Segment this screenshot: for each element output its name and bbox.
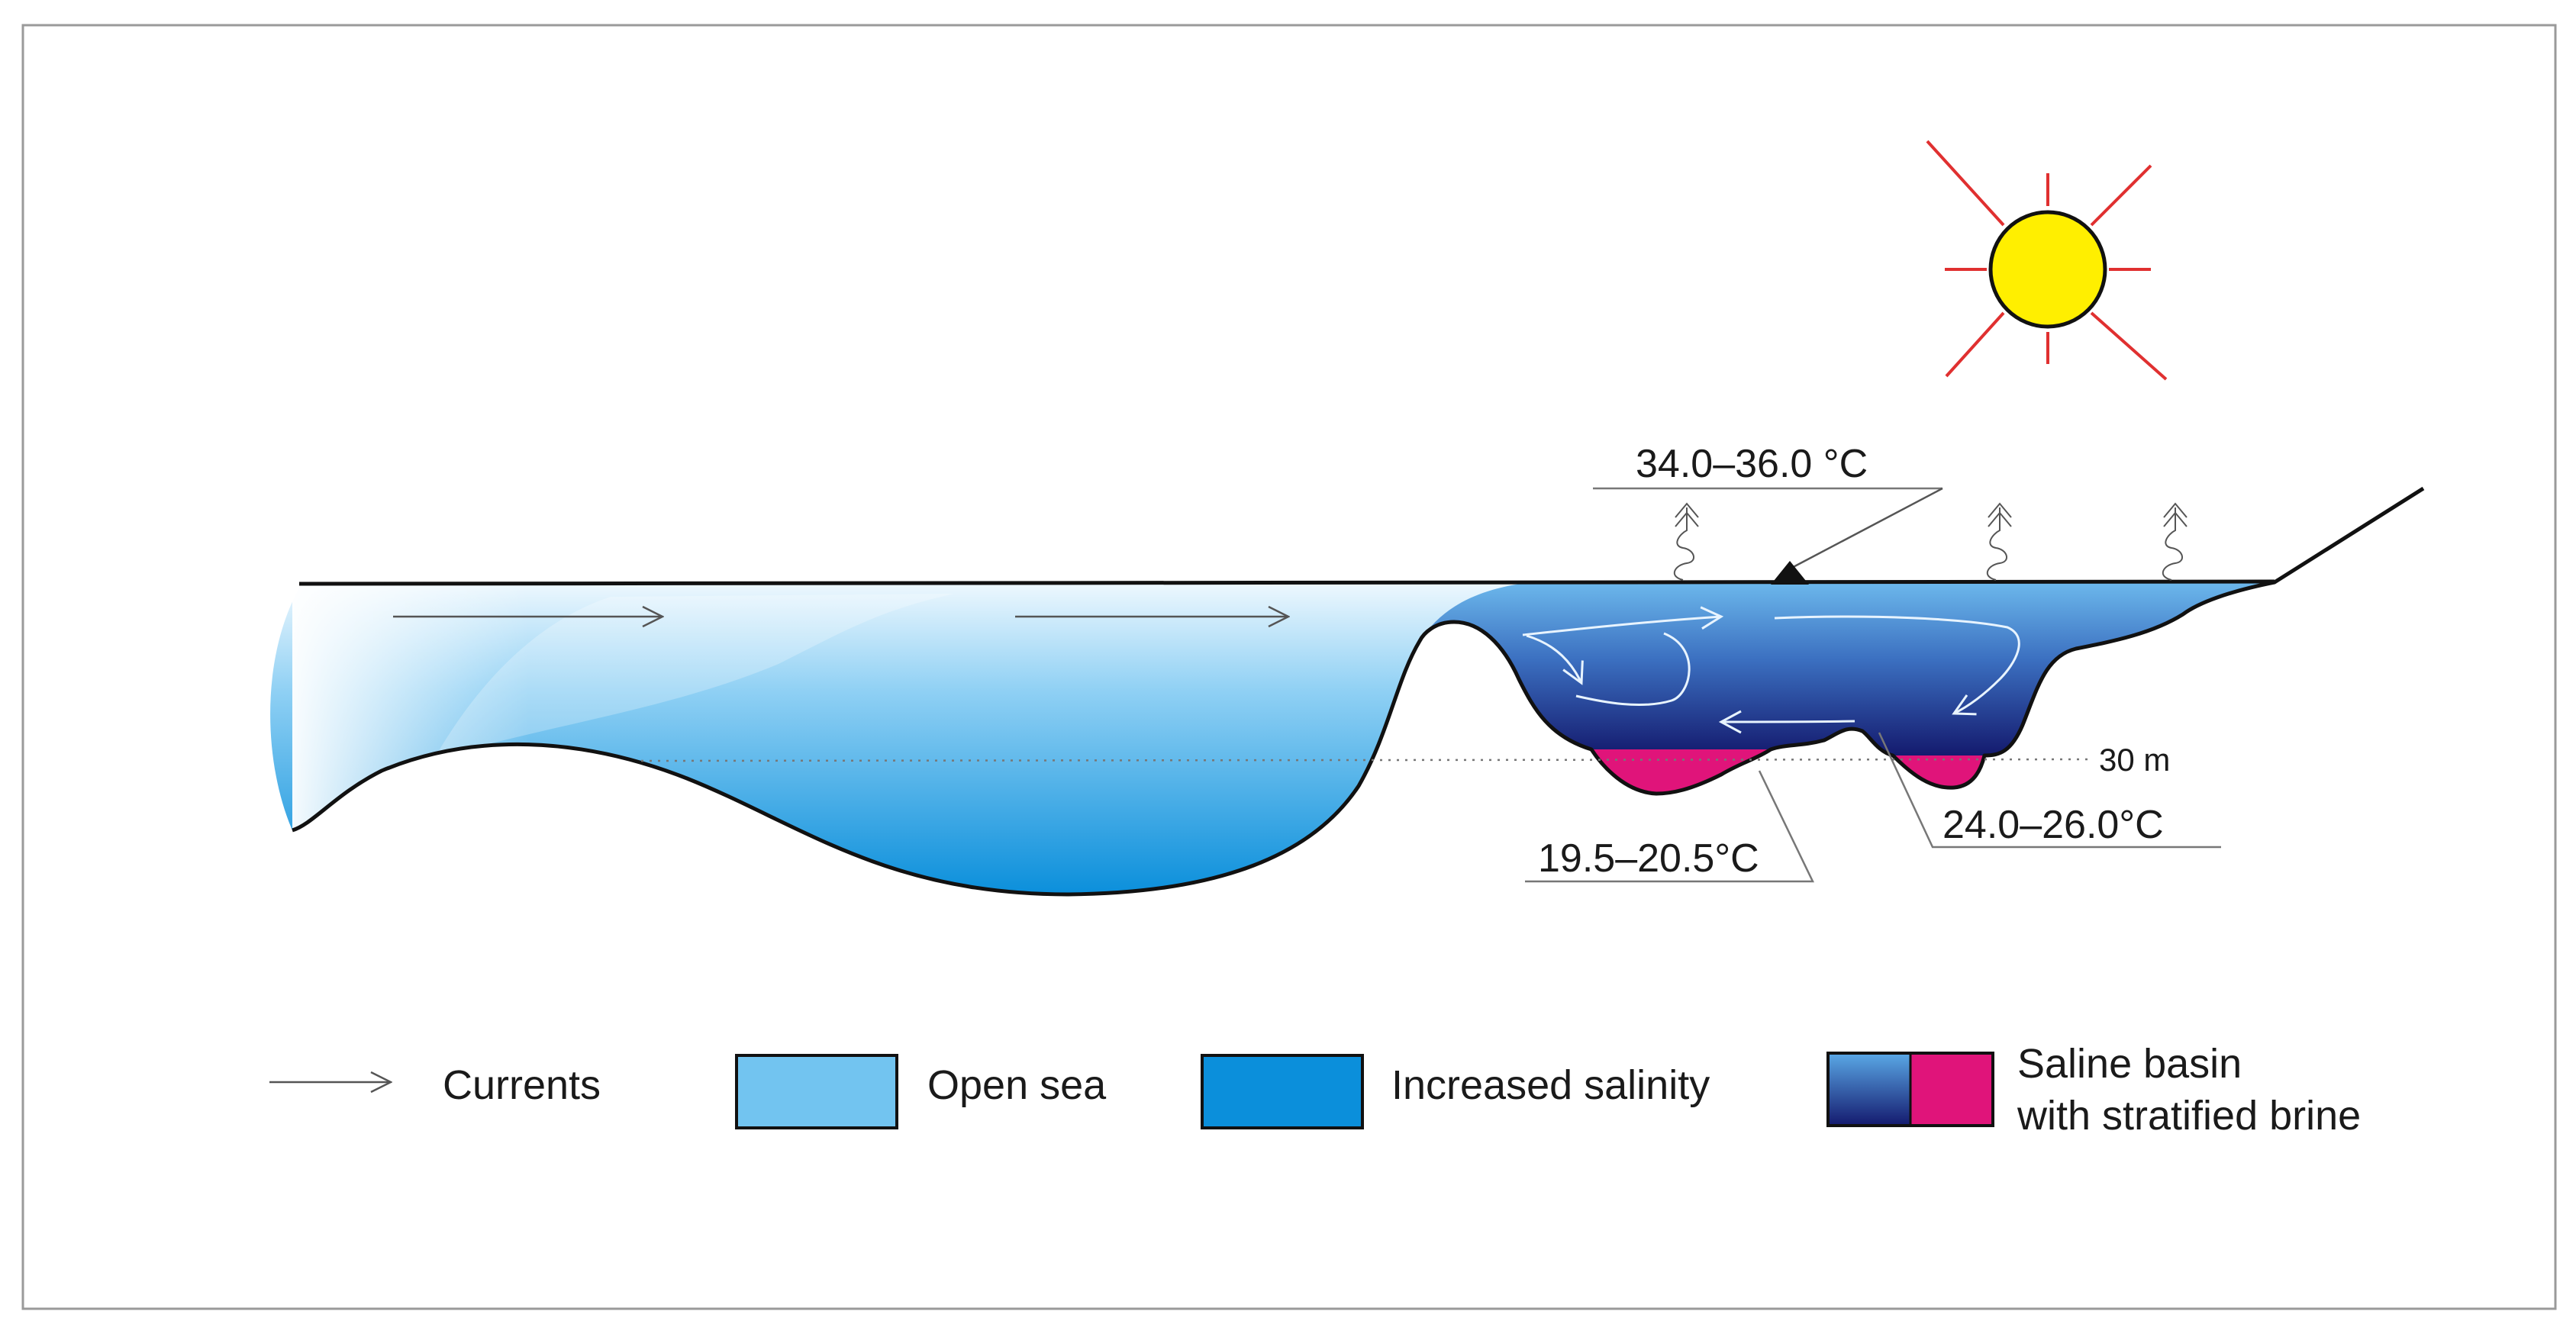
brine-right-leader xyxy=(1878,732,2221,849)
open-sea-fade xyxy=(292,584,687,832)
depth-30m-line xyxy=(640,758,2088,762)
depth-label: 30 m xyxy=(2099,742,2170,778)
measurement-point-marker xyxy=(1771,561,1809,585)
evaporation-icon xyxy=(1673,502,2188,581)
surface-temp-label: 34.0–36.0 °C xyxy=(1636,442,1868,486)
seabed-outline xyxy=(292,486,2425,897)
legend-brine-swatch xyxy=(1910,1053,1993,1126)
legend-basin-swatch xyxy=(1828,1053,1910,1126)
brine-left-leader xyxy=(1525,770,1814,883)
current-band xyxy=(427,594,954,771)
surface-temp-pointer xyxy=(1785,487,1943,572)
legend-saline-basin-label-line2: with stratified brine xyxy=(2017,1093,2361,1139)
legend-increased-salinity-swatch xyxy=(1201,1054,1364,1129)
saline-basin-water xyxy=(1420,582,2275,755)
legend-currents-label: Currents xyxy=(443,1062,601,1108)
legend-increased-salinity-label: Increased salinity xyxy=(1391,1062,1710,1108)
legend-open-sea-swatch xyxy=(735,1054,898,1129)
legend-saline-basin-label: Saline basin xyxy=(2017,1041,2242,1087)
sun-icon xyxy=(1926,140,2168,381)
brine-pool-right xyxy=(1893,755,1984,788)
legend: Currents Open sea Increased salinity Sal… xyxy=(269,1041,2361,1139)
basin-circulation xyxy=(1522,606,2020,734)
water-surface-line xyxy=(298,579,2275,586)
brine-left-temp-label: 19.5–20.5°C xyxy=(1538,836,1759,881)
legend-open-sea-label: Open sea xyxy=(927,1062,1107,1108)
brine-right-temp-label: 24.0–26.0°C xyxy=(1942,803,2164,847)
